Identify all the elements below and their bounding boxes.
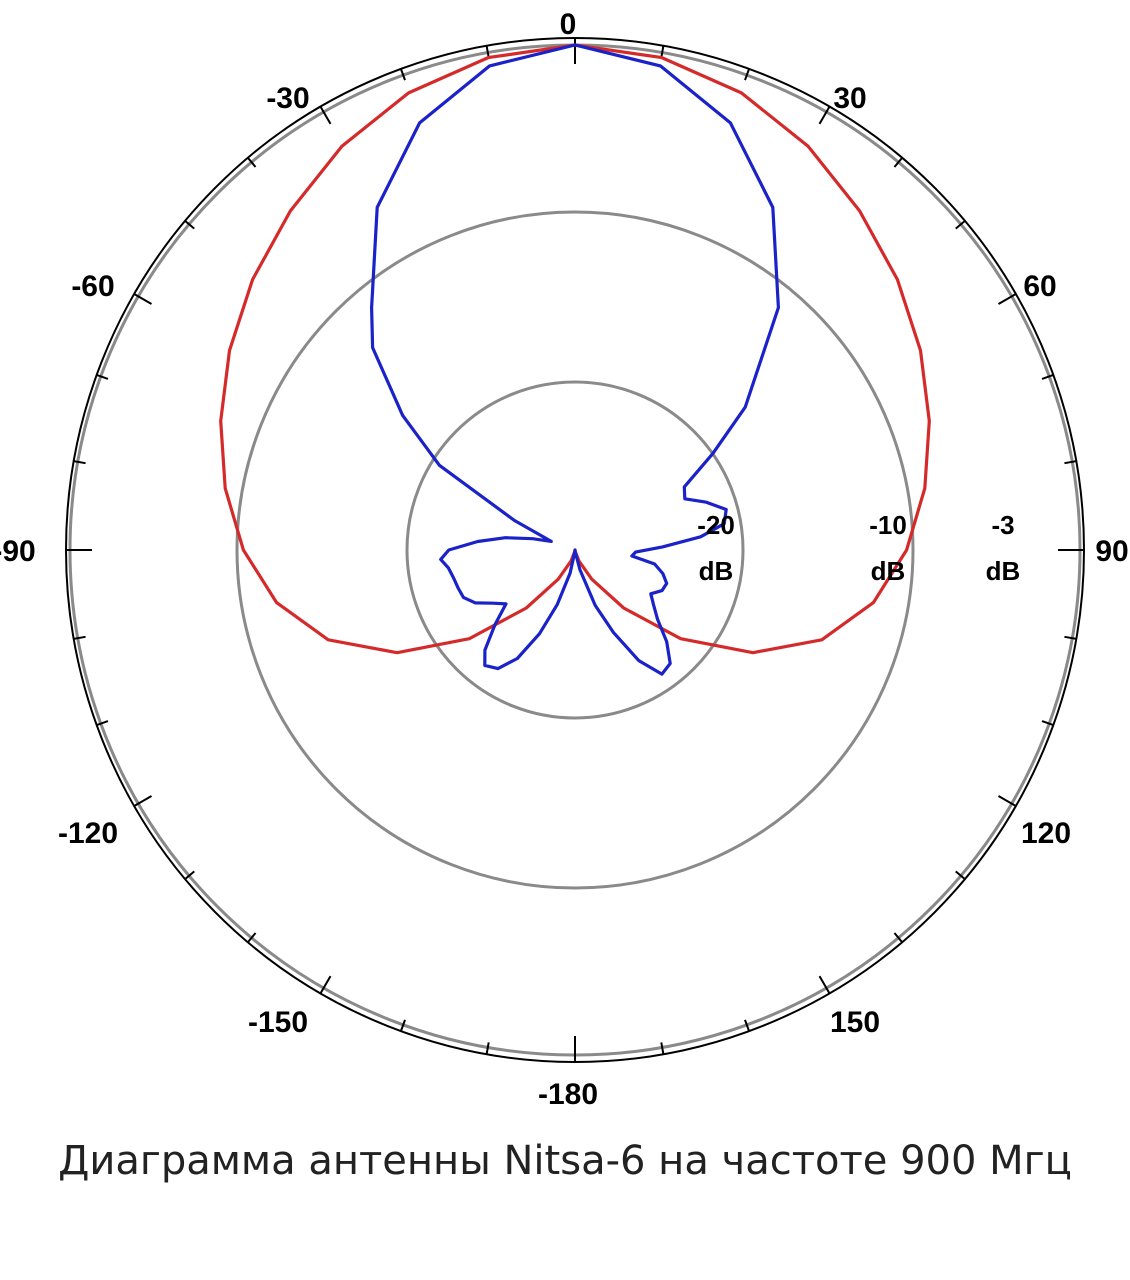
- tick-190: [485, 1042, 490, 1055]
- tick-330: [319, 106, 332, 125]
- polar-chart: 0 30 60 90 120 150 -180 -150 -120 -90 -60 -30 -20 dB -…: [0, 8, 1129, 1111]
- tick-300: [133, 293, 153, 305]
- tick-150: [818, 975, 831, 994]
- tick-350: [485, 45, 490, 58]
- angle-label-minus120: -120: [58, 817, 118, 850]
- ring-label-minus3-unit: dB: [986, 556, 1021, 586]
- tick-220: [247, 932, 257, 943]
- tick-120: [997, 795, 1017, 807]
- tick-70: [1041, 373, 1054, 380]
- angle-label-180: -180: [538, 1078, 598, 1111]
- ring-label-minus20-value: -20: [697, 510, 735, 540]
- ring-minus10db: [235, 210, 915, 890]
- angle-label-30: 30: [833, 82, 866, 115]
- tick-40: [893, 157, 903, 168]
- tick-30: [818, 106, 831, 125]
- angle-label-minus150: -150: [248, 1006, 308, 1039]
- tick-260: [73, 635, 86, 640]
- tick-20: [744, 68, 751, 81]
- tick-250: [96, 720, 109, 727]
- tick-280: [73, 460, 86, 465]
- chart-caption: Диаграмма антенны Nitsa-6 на частоте 900…: [58, 1138, 1072, 1184]
- angle-label-0: 0: [560, 8, 577, 41]
- angle-ticks: [66, 38, 1084, 1062]
- tick-320: [247, 157, 257, 168]
- tick-200: [399, 1019, 406, 1032]
- tick-130: [955, 870, 966, 880]
- tick-170: [660, 1042, 665, 1055]
- tick-80: [1064, 460, 1077, 465]
- ring-label-minus20-unit: dB: [699, 556, 734, 586]
- angle-label-90: 90: [1095, 535, 1128, 568]
- axis-labels: 0 30 60 90 120 150 -180 -150 -120 -90 -60 -30 -20 dB -…: [0, 8, 1129, 1111]
- angle-label-60: 60: [1023, 270, 1056, 303]
- tick-230: [184, 870, 195, 880]
- tick-340: [399, 68, 406, 81]
- tick-290: [96, 373, 109, 380]
- pattern-curves: [219, 43, 931, 676]
- angle-label-minus60: -60: [71, 270, 114, 303]
- tick-110: [1041, 720, 1054, 727]
- tick-60: [997, 293, 1017, 305]
- tick-10: [660, 45, 665, 58]
- ring-label-minus10-unit: dB: [871, 556, 906, 586]
- ring-label-minus3-value: -3: [991, 510, 1014, 540]
- tick-310: [184, 220, 195, 230]
- pattern-curve-2: [370, 43, 780, 676]
- tick-140: [893, 932, 903, 943]
- tick-50: [955, 220, 966, 230]
- ring-label-minus10-value: -10: [869, 510, 907, 540]
- tick-160: [744, 1019, 751, 1032]
- ring-minus20db: [405, 380, 745, 720]
- angle-label-minus30: -30: [266, 82, 309, 115]
- angle-label-120: 120: [1021, 817, 1071, 850]
- angle-label-150: 150: [830, 1006, 880, 1039]
- tick-210: [319, 975, 332, 994]
- tick-100: [1064, 635, 1077, 640]
- tick-240: [133, 795, 153, 807]
- pattern-curve-1: [219, 43, 931, 655]
- angle-label-minus90: -90: [0, 535, 36, 568]
